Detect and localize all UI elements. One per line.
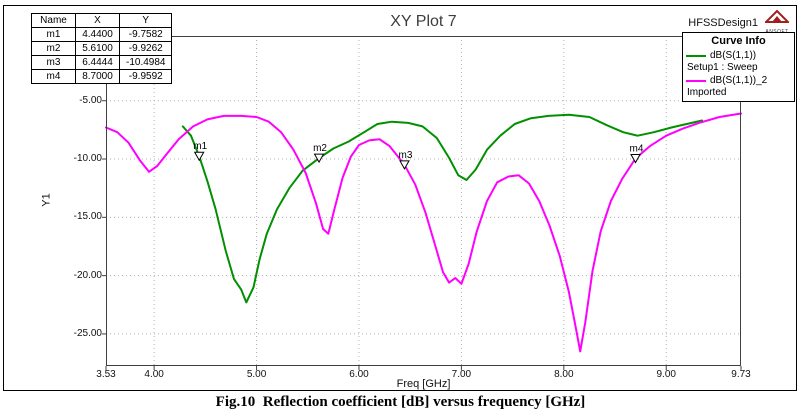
x-tick-label: 9.73 [731,369,751,380]
marker-table-cell: 6.4444 [75,55,120,70]
marker-table-cell: m2 [31,41,76,56]
legend-line-sample [686,79,706,82]
marker-table-cell: -10.4984 [118,55,173,70]
x-axis-label: Freq [GHz] [396,378,451,390]
x-tick-label: 6.00 [349,369,369,380]
y-tick-label: -25.00 [73,327,102,339]
marker-table: Name X Y m1 4.4400 -9.7582 m2 5.6100 -9.9262 m3 6… [31,13,173,84]
y-tick-label: -15.00 [73,211,102,223]
design-name: HFSSDesign1 [688,17,758,29]
marker-label-m4: m4 [630,144,644,155]
x-tick-label: 3.53 [96,369,116,380]
marker-table-body: m1 4.4400 -9.7582 m2 5.6100 -9.9262 m3 6.4444 -1… [31,27,173,84]
x-tick-label: 7.00 [451,369,472,380]
legend-entry-label: dB(S(1,1))_2 [710,75,768,86]
marker-table-cell: m3 [31,55,76,70]
x-tick-label: 8.00 [554,369,574,380]
marker-table-cell: m4 [31,69,76,84]
y-tick-label: -5.00 [79,94,102,106]
marker-table-header-row: Name X Y [31,13,173,28]
marker-table-cell: 4.4400 [75,27,120,42]
x-tick-label: 4.00 [144,369,164,380]
plot-title: XY Plot 7 [390,13,457,30]
marker-table-header-cell: Name [31,13,76,28]
marker-table-cell: -9.9592 [118,69,173,84]
marker-label-m2: m2 [313,143,327,154]
marker-table-cell: -9.7582 [118,27,173,42]
y-tick-label: -10.00 [73,153,102,165]
marker-table-cell: m1 [31,27,76,42]
x-tick-label: 5.00 [246,369,267,380]
legend-title: Curve Info [711,35,766,47]
marker-table-head: Name X Y [31,13,173,28]
marker-table-cell: 8.7000 [75,69,120,84]
marker-table-row: m1 4.4400 -9.7582 [31,27,173,42]
marker-m2[interactable] [313,153,325,164]
marker-m1[interactable] [193,151,205,162]
marker-table-row: m3 6.4444 -10.4984 [31,55,173,70]
marker-table-row: m4 8.7000 -9.9592 [31,69,173,84]
curve-info-legend[interactable]: Curve Info dB(S(1,1)) Setup1 : Sweep dB(S(… [682,32,795,102]
legend-entries: dB(S(1,1)) Setup1 : Sweep dB(S(1,1))_2 Impo… [683,49,794,99]
series-line [181,113,704,304]
series-line [105,112,742,353]
legend-entry-label: dB(S(1,1)) [710,50,757,61]
legend-entry[interactable]: dB(S(1,1)) [683,49,794,62]
marker-label-m3: m3 [399,150,413,161]
marker-label-m1: m1 [193,141,207,152]
marker-table-header-cell: X [75,13,120,28]
figure-caption: Fig.10 Reflection coefficient [dB] versu… [215,394,586,410]
marker-table-row: m2 5.6100 -9.9262 [31,41,173,56]
marker-table-cell: -9.9262 [118,41,173,56]
y-tick-label: -20.00 [73,269,102,281]
plot-canvas[interactable]: m1 m2 m3 m4 [102,36,742,370]
plot-border [106,36,741,366]
marker-m4[interactable] [630,154,641,164]
marker-table-cell: 5.6100 [75,41,120,56]
x-tick-label: 9.00 [656,369,676,380]
legend-entry-source: Setup1 : Sweep [687,62,758,73]
ansoft-triangle-icon [763,9,791,23]
legend-entry-source: Imported [687,87,727,98]
marker-m3[interactable] [399,160,410,170]
y-axis-label: Y1 [40,193,53,207]
marker-table-header-cell: Y [118,13,173,28]
legend-entry[interactable]: dB(S(1,1))_2 [683,74,794,87]
legend-line-sample [686,54,706,57]
